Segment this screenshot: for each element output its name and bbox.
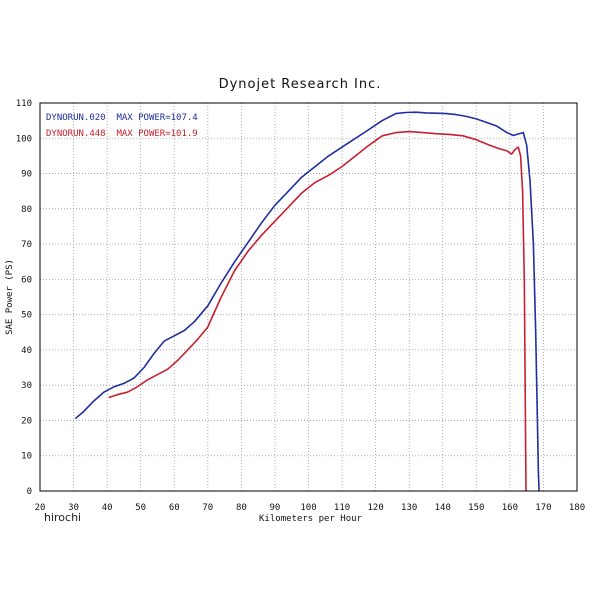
x-tick-label: 20	[35, 503, 46, 513]
x-tick-label: 110	[334, 503, 350, 513]
x-tick-label: 120	[367, 503, 383, 513]
y-tick-label: 50	[21, 311, 32, 321]
series-lines	[74, 111, 540, 492]
y-tick-label: 110	[16, 99, 32, 109]
credit-text: hirochi	[44, 511, 81, 524]
x-tick-label: 80	[236, 503, 247, 513]
series-line-2	[108, 130, 527, 492]
y-tick-label: 90	[21, 170, 32, 180]
y-tick-label: 70	[21, 240, 32, 250]
chart-title: Dynojet Research Inc.	[219, 77, 382, 92]
x-tick-label: 100	[300, 503, 316, 513]
legend: DYNORUN.020 MAX POWER=107.4 DYNORUN.448 M…	[46, 113, 198, 139]
tick-labels: 20 30 40 50 60 70 80 90 100 110 120 130 140 150 160 170…	[16, 99, 585, 513]
x-tick-label: 60	[169, 503, 180, 513]
grid	[40, 103, 577, 491]
x-axis-label: Kilometers per Hour	[259, 514, 363, 524]
x-tick-label: 90	[270, 503, 281, 513]
legend-entry-2: DYNORUN.448 MAX POWER=101.9	[46, 129, 198, 139]
x-tick-label: 50	[135, 503, 146, 513]
x-tick-label: 70	[202, 503, 213, 513]
x-tick-label: 40	[102, 503, 113, 513]
x-tick-label: 180	[569, 503, 585, 513]
y-tick-label: 10	[21, 452, 32, 462]
x-tick-label: 130	[401, 503, 417, 513]
x-tick-label: 170	[535, 503, 551, 513]
plot-frame	[39, 102, 578, 492]
y-tick-label: 40	[21, 346, 32, 356]
y-tick-label: 20	[21, 416, 32, 426]
series-line-1	[74, 111, 540, 492]
x-tick-label: 30	[68, 503, 79, 513]
y-tick-label: 60	[21, 275, 32, 285]
x-tick-label: 160	[502, 503, 518, 513]
x-tick-label: 140	[435, 503, 451, 513]
y-tick-label: 100	[16, 134, 32, 144]
legend-entry-1: DYNORUN.020 MAX POWER=107.4	[46, 113, 198, 123]
y-tick-label: 0	[27, 487, 32, 497]
x-tick-label: 150	[468, 503, 484, 513]
y-axis-label: SAE Power (PS)	[5, 259, 15, 335]
y-tick-label: 30	[21, 381, 32, 391]
y-tick-label: 80	[21, 205, 32, 215]
